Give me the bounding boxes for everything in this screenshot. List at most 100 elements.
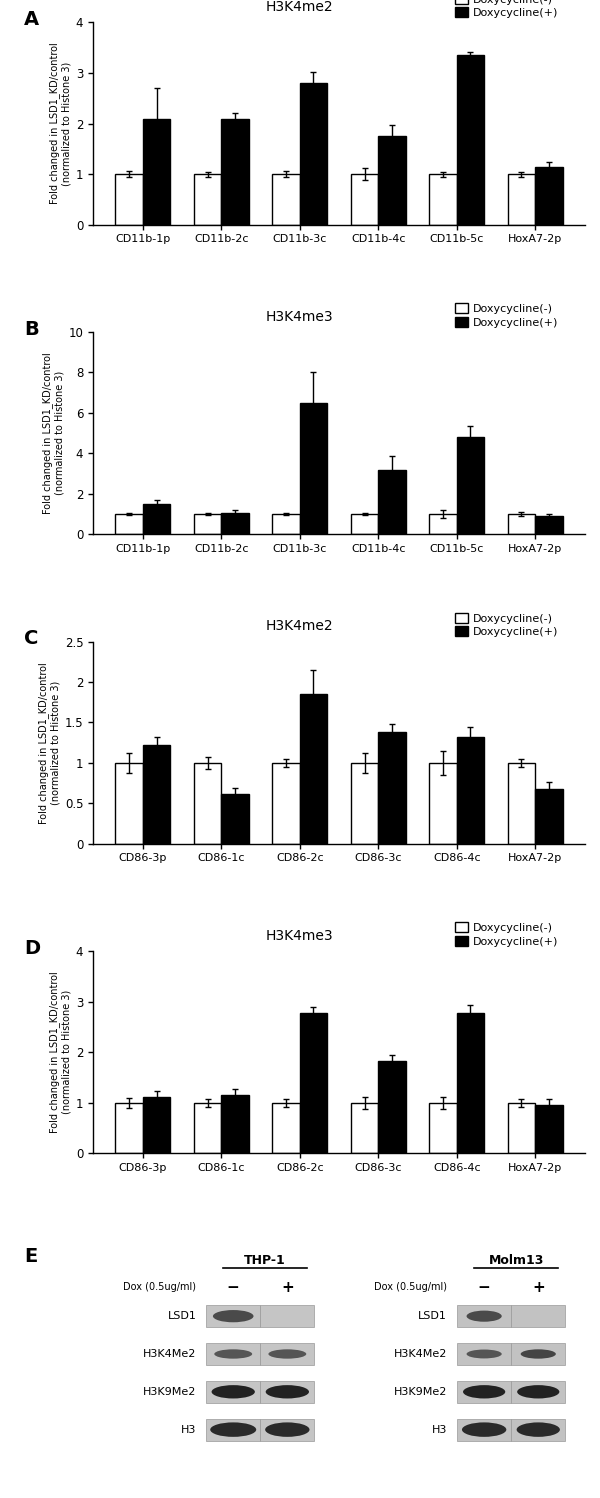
Text: H3K4Me2: H3K4Me2	[143, 1350, 196, 1359]
Text: −: −	[227, 1279, 239, 1294]
Bar	[221, 512, 249, 535]
FancyBboxPatch shape	[206, 1305, 260, 1327]
Legend: Doxycycline(-), Doxycycline(+): Doxycycline(-), Doxycycline(+)	[453, 920, 560, 948]
Ellipse shape	[521, 1350, 556, 1359]
Text: −: −	[478, 1279, 491, 1294]
Bar	[429, 1103, 457, 1153]
Bar	[115, 1103, 143, 1153]
Bar	[143, 745, 170, 843]
Bar	[351, 1103, 378, 1153]
Ellipse shape	[462, 1423, 506, 1437]
Bar	[508, 762, 535, 843]
Text: THP-1: THP-1	[244, 1254, 286, 1267]
FancyBboxPatch shape	[260, 1419, 314, 1441]
Bar	[300, 1013, 327, 1153]
Bar	[194, 514, 221, 535]
Bar	[429, 514, 457, 535]
Bar	[272, 1103, 300, 1153]
Bar	[457, 437, 484, 535]
Bar	[194, 1103, 221, 1153]
Bar	[378, 469, 406, 535]
Text: H3K4me3: H3K4me3	[266, 929, 334, 942]
Ellipse shape	[517, 1423, 560, 1437]
Ellipse shape	[268, 1350, 306, 1359]
FancyBboxPatch shape	[260, 1305, 314, 1327]
Bar	[221, 794, 249, 843]
FancyBboxPatch shape	[511, 1305, 565, 1327]
Bar	[272, 174, 300, 225]
Bar	[143, 1097, 170, 1153]
FancyBboxPatch shape	[457, 1419, 511, 1441]
Bar	[378, 136, 406, 225]
Bar	[194, 174, 221, 225]
Text: H3K4me3: H3K4me3	[266, 310, 334, 324]
Legend: Doxycycline(-), Doxycycline(+): Doxycycline(-), Doxycycline(+)	[453, 0, 560, 21]
Bar	[508, 514, 535, 535]
FancyBboxPatch shape	[260, 1342, 314, 1365]
Text: H3K4Me2: H3K4Me2	[394, 1350, 447, 1359]
FancyBboxPatch shape	[511, 1342, 565, 1365]
Legend: Doxycycline(-), Doxycycline(+): Doxycycline(-), Doxycycline(+)	[453, 611, 560, 640]
Bar	[457, 55, 484, 225]
Bar	[194, 762, 221, 843]
Ellipse shape	[517, 1386, 559, 1399]
Text: H3K4me2: H3K4me2	[266, 0, 334, 15]
FancyBboxPatch shape	[206, 1342, 260, 1365]
Bar	[429, 174, 457, 225]
Ellipse shape	[213, 1311, 254, 1323]
FancyBboxPatch shape	[457, 1342, 511, 1365]
Bar	[457, 1013, 484, 1153]
Ellipse shape	[467, 1350, 502, 1359]
FancyBboxPatch shape	[260, 1381, 314, 1404]
Text: H3: H3	[181, 1425, 196, 1435]
Bar	[300, 84, 327, 225]
Ellipse shape	[265, 1423, 310, 1437]
Text: +: +	[281, 1279, 294, 1294]
Bar	[115, 174, 143, 225]
FancyBboxPatch shape	[457, 1381, 511, 1404]
Ellipse shape	[210, 1423, 256, 1437]
Bar	[115, 762, 143, 843]
Text: C: C	[24, 629, 38, 649]
Bar	[508, 1103, 535, 1153]
Text: LSD1: LSD1	[418, 1311, 447, 1321]
Bar	[378, 733, 406, 843]
Bar	[535, 1106, 563, 1153]
Text: H3: H3	[432, 1425, 447, 1435]
Text: Dox (0.5ug/ml): Dox (0.5ug/ml)	[374, 1282, 447, 1293]
Text: Dox (0.5ug/ml): Dox (0.5ug/ml)	[124, 1282, 196, 1293]
Bar	[457, 737, 484, 843]
Y-axis label: Fold changed in LSD1_KD/control
(normalized to Histone 3): Fold changed in LSD1_KD/control (normali…	[38, 662, 61, 824]
Text: H3K9Me2: H3K9Me2	[143, 1387, 196, 1396]
FancyBboxPatch shape	[206, 1381, 260, 1404]
Bar	[221, 118, 249, 225]
Bar	[143, 118, 170, 225]
Bar	[378, 1061, 406, 1153]
Text: H3K4me2: H3K4me2	[266, 619, 334, 634]
Text: E: E	[24, 1248, 37, 1266]
Text: B: B	[24, 321, 39, 339]
Bar	[535, 166, 563, 225]
Ellipse shape	[212, 1386, 255, 1399]
Bar	[300, 403, 327, 535]
Text: A: A	[24, 10, 39, 30]
Ellipse shape	[214, 1350, 252, 1359]
Bar	[272, 514, 300, 535]
Bar	[535, 789, 563, 843]
Ellipse shape	[266, 1386, 309, 1399]
Y-axis label: Fold changed in LSD1_KD/control
(normalized to Histone 3): Fold changed in LSD1_KD/control (normali…	[49, 971, 71, 1132]
Text: H3K9Me2: H3K9Me2	[394, 1387, 447, 1396]
FancyBboxPatch shape	[511, 1419, 565, 1441]
Bar	[351, 174, 378, 225]
Bar	[351, 514, 378, 535]
FancyBboxPatch shape	[511, 1381, 565, 1404]
Bar	[508, 174, 535, 225]
Bar	[300, 694, 327, 843]
Text: D: D	[24, 939, 40, 957]
Bar	[115, 514, 143, 535]
Ellipse shape	[463, 1386, 505, 1399]
Bar	[221, 1095, 249, 1153]
Text: LSD1: LSD1	[167, 1311, 196, 1321]
FancyBboxPatch shape	[457, 1305, 511, 1327]
Y-axis label: Fold changed in LSD1_KD/control
(normalized to Histone 3): Fold changed in LSD1_KD/control (normali…	[49, 43, 71, 204]
